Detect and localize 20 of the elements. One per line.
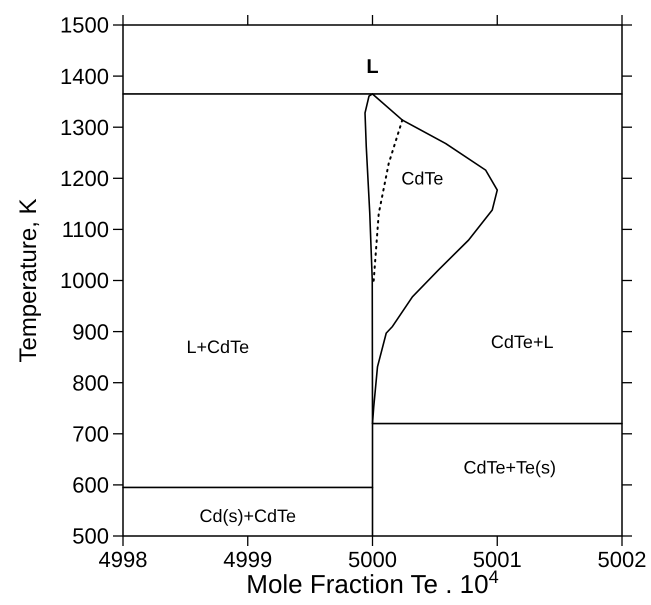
- x-tick-label: 5002: [598, 547, 646, 572]
- annotation: CdTe: [401, 168, 444, 189]
- y-tick-label: 700: [72, 422, 109, 446]
- y-axis-title: Temperature, K: [15, 198, 42, 363]
- annotation: CdTe+Te(s): [463, 457, 556, 478]
- y-tick-label: 500: [72, 524, 109, 549]
- y-tick-label: 1300: [60, 114, 109, 140]
- y-tick-label: 900: [72, 319, 109, 344]
- y-tick-label: 1400: [60, 64, 109, 89]
- y-tick-label: 1500: [60, 12, 109, 38]
- y-tick-label: 1000: [60, 268, 109, 294]
- y-tick-label: 800: [72, 370, 109, 396]
- annotation: CdTe+L: [490, 332, 554, 352]
- annotation: L+CdTe: [186, 337, 250, 358]
- y-tick-label: 1100: [62, 217, 109, 242]
- x-tick-label: 4998: [98, 547, 148, 572]
- y-tick-label: 600: [72, 472, 109, 498]
- y-tick-label: 1200: [60, 166, 109, 191]
- annotation: L: [366, 56, 379, 78]
- annotation: Cd(s)+CdTe: [199, 506, 296, 526]
